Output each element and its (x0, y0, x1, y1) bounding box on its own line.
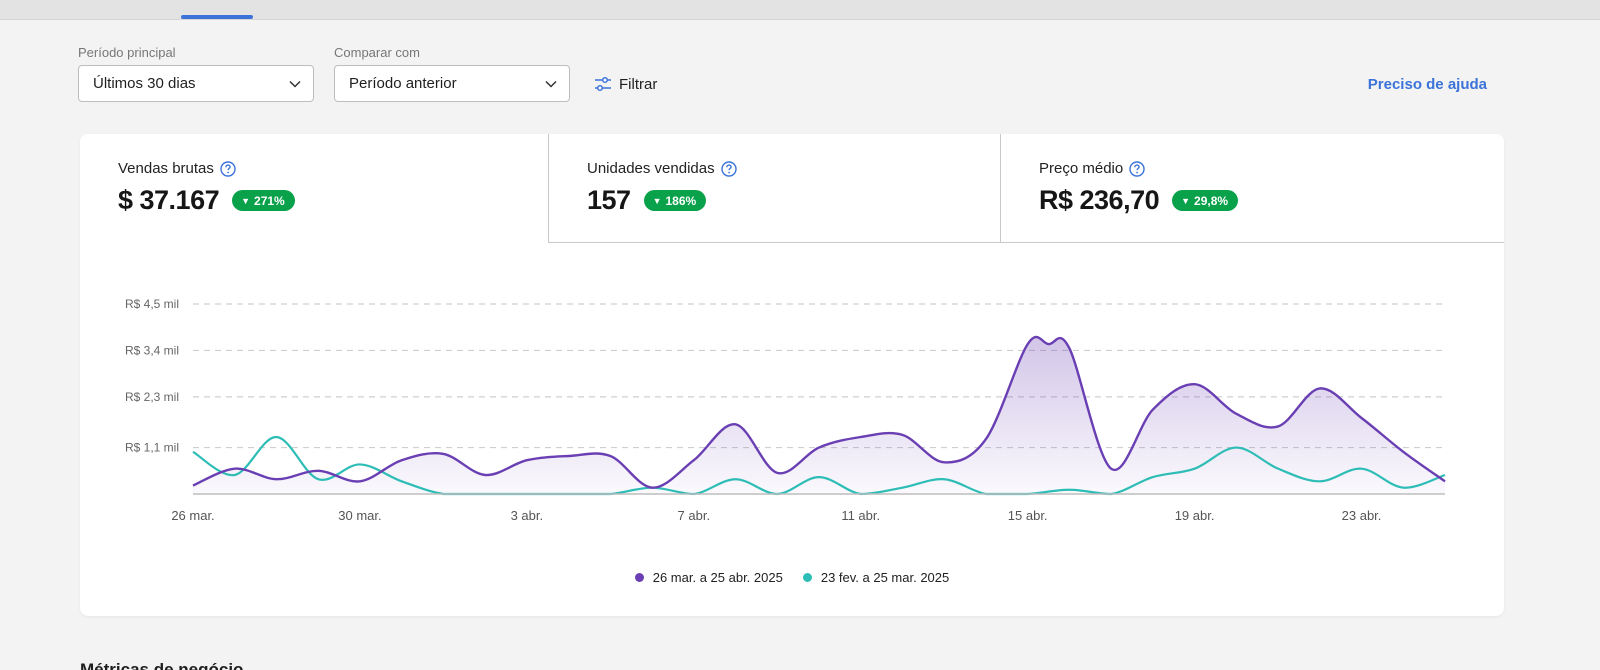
badge-text: 29,8% (1194, 193, 1229, 208)
active-tab-indicator (181, 15, 253, 19)
section-title: Métricas de negócio (80, 660, 244, 670)
x-tick-label: 23 abr. (1342, 508, 1382, 523)
compare-period-select[interactable]: Período anterior (334, 65, 570, 102)
chevron-down-icon (289, 80, 301, 88)
triangle-down-icon: ▼ (241, 195, 251, 206)
x-tick-label: 11 abr. (841, 508, 880, 523)
x-tick-label: 19 abr. (1175, 508, 1215, 523)
kpi-title: Unidades vendidas (587, 160, 715, 177)
sliders-icon (595, 76, 611, 92)
series-area-current (193, 336, 1445, 494)
chart-legend: 26 mar. a 25 abr. 2025 23 fev. a 25 mar.… (80, 570, 1504, 585)
triangle-down-icon: ▼ (1181, 195, 1191, 206)
legend-item-previous[interactable]: 23 fev. a 25 mar. 2025 (802, 570, 950, 585)
primary-period-select[interactable]: Últimos 30 dias (78, 65, 314, 102)
series-line-previous (192, 435, 1446, 496)
legend-dot-current (634, 573, 644, 582)
y-tick-label: R$ 4,5 mil (125, 297, 179, 311)
help-icon[interactable] (1129, 160, 1145, 177)
primary-period-value: Últimos 30 dias (93, 75, 196, 92)
sales-chart: R$ 4,5 mil R$ 3,4 mil R$ 2,3 mil R$ 1,1 mil… (125, 297, 1446, 523)
x-tick-label: 26 mar. (171, 508, 214, 523)
help-icon[interactable] (720, 160, 737, 177)
kpi-title: Vendas brutas (118, 160, 214, 177)
kpi-average-price[interactable]: Preço médio R$ 236,70 ▼ 29,8% (1000, 134, 1504, 243)
kpi-gross-sales[interactable]: Vendas brutas $ 37.167 ▼ 271% (80, 134, 548, 243)
series-line-current (192, 335, 1446, 489)
filter-label: Filtrar (619, 75, 658, 93)
top-tab-bar (0, 0, 1600, 20)
primary-period-label: Período principal (78, 45, 176, 60)
x-tick-label: 3 abr. (511, 508, 544, 523)
kpi-title: Preço médio (1039, 160, 1124, 177)
badge-text: 186% (665, 193, 697, 208)
change-badge: ▼ 186% (643, 190, 707, 211)
sales-metrics-card: R$ 4,5 mil R$ 3,4 mil R$ 2,3 mil R$ 1,1 mil… (80, 134, 1504, 616)
triangle-down-icon: ▼ (652, 195, 662, 206)
x-tick-label: 15 abr. (1008, 508, 1048, 523)
chevron-down-icon (545, 80, 557, 88)
kpi-value: R$ 236,70 (1039, 185, 1160, 215)
badge-text: 271% (254, 193, 285, 208)
kpi-value: $ 37.167 (118, 185, 220, 215)
help-link[interactable]: Preciso de ajuda (1367, 76, 1487, 93)
filter-button[interactable]: Filtrar (594, 72, 657, 96)
y-tick-label: R$ 1,1 mil (125, 441, 179, 455)
y-tick-label: R$ 2,3 mil (125, 390, 179, 404)
change-badge: ▼ 29,8% (1172, 190, 1239, 211)
legend-item-current[interactable]: 26 mar. a 25 abr. 2025 (634, 570, 783, 585)
compare-period-value: Período anterior (349, 75, 457, 92)
help-icon[interactable] (220, 160, 236, 177)
kpi-value: 157 (587, 185, 631, 215)
legend-dot-previous (802, 573, 812, 582)
x-tick-label: 30 mar. (338, 508, 381, 523)
kpi-units-sold[interactable]: Unidades vendidas 157 ▼ 186% (548, 134, 1000, 243)
change-badge: ▼ 271% (232, 190, 295, 211)
legend-label-previous: 23 fev. a 25 mar. 2025 (820, 570, 950, 585)
legend-label-current: 26 mar. a 25 abr. 2025 (652, 570, 783, 585)
compare-period-label: Comparar com (334, 45, 420, 60)
y-tick-label: R$ 3,4 mil (125, 343, 179, 357)
x-tick-label: 7 abr. (678, 508, 711, 523)
